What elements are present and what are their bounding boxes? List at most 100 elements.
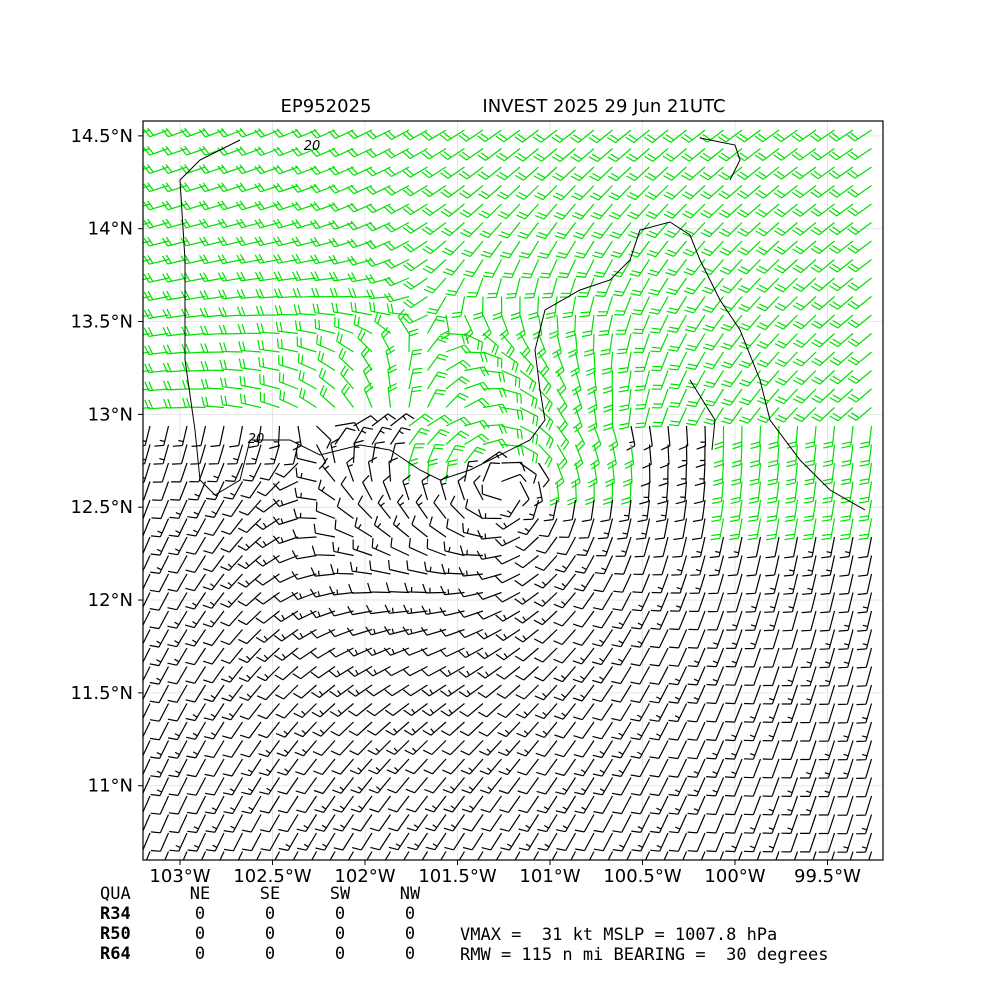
- wind-barb: [390, 537, 410, 557]
- wind-barb: [611, 740, 632, 759]
- wind-barb: [781, 832, 799, 853]
- wind-barb: [651, 573, 669, 594]
- wind-barb: [762, 740, 780, 760]
- wind-barb: [150, 518, 170, 538]
- wind-barb: [664, 240, 687, 257]
- wind-barb: [800, 740, 817, 761]
- table-cell: 0: [335, 904, 345, 924]
- wind-barb: [791, 129, 817, 142]
- wind-barb: [581, 499, 595, 523]
- wind-barb: [744, 684, 762, 705]
- wind-barb: [501, 406, 524, 421]
- wind-barb: [810, 203, 835, 217]
- wind-barb: [204, 777, 225, 796]
- wind-barb: [255, 610, 280, 624]
- wind-barb: [217, 271, 243, 282]
- wind-barb: [406, 560, 428, 575]
- wind-barb: [748, 481, 762, 504]
- wind-barb: [727, 555, 743, 577]
- wind-barb: [149, 684, 170, 704]
- wind-barb: [765, 555, 780, 577]
- wind-barb: [649, 629, 669, 649]
- wind-barb: [421, 203, 447, 216]
- wind-barb: [167, 592, 188, 611]
- wind-barb: [651, 351, 669, 372]
- wind-barb: [237, 536, 262, 551]
- table-cell: 0: [405, 904, 415, 924]
- wind-barb: [260, 832, 281, 852]
- wind-barb: [618, 370, 632, 393]
- wind-barb: [279, 389, 299, 409]
- wind-barb: [856, 777, 873, 798]
- wind-barb: [635, 518, 651, 540]
- y-tick-label: 11°N: [88, 776, 133, 797]
- wind-barb: [516, 721, 539, 738]
- wind-barb: [388, 814, 410, 832]
- wind-barb: [744, 666, 762, 686]
- wind-barb: [610, 240, 632, 259]
- table-cell: 0: [195, 904, 205, 924]
- wind-barb: [440, 314, 450, 340]
- wind-barb: [687, 647, 706, 668]
- wind-barb: [745, 573, 762, 595]
- wind-barb: [687, 832, 706, 852]
- wind-barb: [592, 240, 614, 259]
- wind-barb: [421, 129, 447, 141]
- wind-barb: [828, 148, 854, 161]
- wind-barb: [259, 374, 280, 390]
- wind-barb: [614, 555, 632, 575]
- wind-barb: [696, 425, 707, 450]
- wind-barb: [596, 536, 614, 557]
- wind-barb: [811, 314, 835, 329]
- wind-barb: [553, 610, 576, 627]
- wind-barb: [592, 610, 614, 629]
- wind-barb: [631, 610, 651, 630]
- wind-barb: [649, 684, 669, 704]
- wind-barb: [556, 832, 577, 851]
- wind-barb: [365, 239, 391, 250]
- wind-barb: [150, 536, 170, 556]
- wind-barb: [311, 851, 318, 860]
- wind-barb: [220, 555, 243, 571]
- wind-barb: [404, 582, 428, 594]
- wind-barb: [724, 777, 743, 797]
- wind-barb: [291, 183, 317, 193]
- wind-barb: [445, 416, 472, 427]
- wind-barb: [598, 518, 614, 540]
- wind-barb: [328, 665, 354, 678]
- wind-barb: [500, 832, 521, 851]
- wind-barb: [847, 407, 872, 421]
- wind-barb: [553, 203, 576, 220]
- wind-barb: [242, 462, 262, 482]
- wind-barb: [538, 425, 554, 449]
- wind-barb: [152, 462, 170, 483]
- wind-barb: [403, 259, 428, 272]
- wind-barb: [340, 476, 354, 501]
- wind-barb: [725, 832, 743, 853]
- wind-barb: [143, 573, 151, 591]
- wind-barb: [237, 306, 262, 317]
- wind-barb: [328, 628, 354, 638]
- wind-barb: [161, 145, 188, 156]
- wind-barb: [257, 721, 280, 739]
- wind-barb: [634, 351, 651, 373]
- wind-barb: [775, 851, 780, 860]
- wind-barb: [811, 333, 835, 348]
- wind-barb: [811, 407, 835, 422]
- wind-barb: [840, 481, 854, 504]
- wind-barb: [839, 536, 854, 559]
- wind-barb: [481, 484, 502, 501]
- wind-barb: [408, 367, 423, 390]
- title-left: EP952025: [281, 96, 372, 117]
- wind-barb: [274, 305, 299, 316]
- wind-barb: [514, 573, 539, 587]
- wind-barb: [773, 203, 798, 218]
- wind-barb: [298, 369, 317, 390]
- wind-barb: [382, 474, 392, 501]
- wind-barb: [687, 721, 706, 741]
- wind-barb: [371, 538, 391, 557]
- wind-barb: [616, 333, 632, 355]
- wind-barb: [292, 647, 317, 660]
- wind-barb: [440, 166, 465, 179]
- wind-barb: [315, 501, 336, 520]
